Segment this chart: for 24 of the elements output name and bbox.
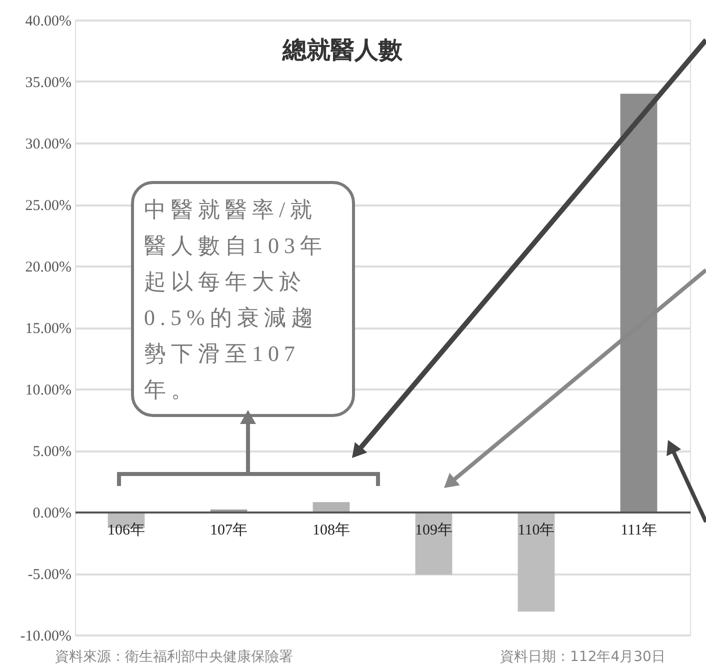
y-tick-label: 25.00%	[25, 198, 72, 214]
y-tick-label: 5.00%	[32, 444, 72, 460]
annotation: 中醫就醫率/就醫人數自103年起以每年大於0.5%的衰減趨勢下滑至107年。	[131, 181, 355, 417]
x-tick-label: 109年	[415, 522, 452, 538]
x-tick-label: 110年	[518, 522, 555, 538]
x-tick-label: 108年	[312, 522, 350, 538]
text: 總就醫人數	[282, 36, 404, 64]
bar	[620, 94, 658, 512]
y-tick-label: 10.00%	[25, 382, 72, 398]
y-tick-label: -10.00%	[20, 628, 72, 644]
bar	[312, 502, 350, 512]
x-tick-label: 111年	[620, 522, 657, 538]
x-tick-label: 106年	[108, 522, 145, 538]
y-tick-label: 40.00%	[25, 14, 72, 30]
x-tick-label: 107年	[210, 522, 248, 538]
y-tick-label: 35.00%	[25, 75, 72, 91]
y-tick-label: 20.00%	[25, 260, 72, 276]
y-tick-label: -5.00%	[28, 567, 72, 583]
y-tick-label: 0.00%	[32, 506, 72, 522]
y-tick-label: 15.00%	[25, 321, 72, 337]
source-note: 資料來源：衛生福利部中央健康保險署	[55, 648, 293, 666]
y-tick-label: 30.00%	[25, 136, 72, 152]
bar	[518, 512, 555, 612]
text: 資料日期：112年4月30日	[500, 648, 666, 666]
